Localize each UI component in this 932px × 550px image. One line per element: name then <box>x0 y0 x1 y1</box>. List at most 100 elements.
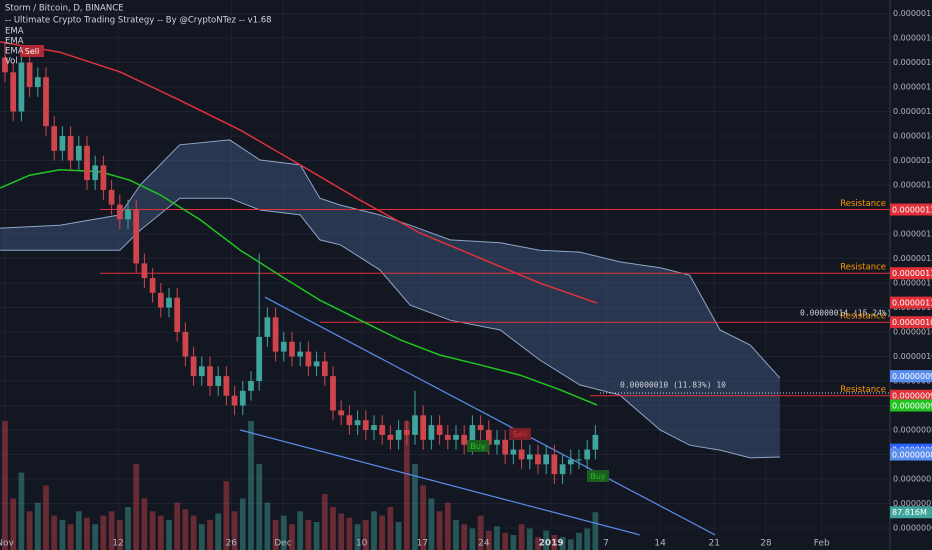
measures: 0.00000010 (11.83%) 10 0.00000014 (15.24… <box>600 309 901 394</box>
x-tick-label: Feb <box>814 539 830 549</box>
volume-bar <box>289 524 295 550</box>
candle-body <box>157 292 164 308</box>
signal-label: Sell <box>513 430 527 439</box>
x-tick-label: 12 <box>112 539 123 549</box>
volume-bar <box>67 524 74 550</box>
volume-bar <box>584 528 591 550</box>
candle-body <box>18 62 25 112</box>
volume-bar <box>321 494 328 550</box>
price-label-box <box>890 399 932 412</box>
candle-body <box>26 62 33 88</box>
volume-bar <box>395 522 402 550</box>
header: Storm / Bitcoin, D, BINANCE -- Ultimate … <box>5 4 272 67</box>
price-label-box <box>890 296 932 309</box>
volume-bar <box>239 498 246 550</box>
candle-body <box>362 420 369 431</box>
candle-body <box>453 434 459 440</box>
candle-body <box>108 189 115 205</box>
volume-bar <box>10 498 17 550</box>
resistance-text: Resistance <box>840 199 886 209</box>
candle-body <box>256 336 263 382</box>
resistance-text: Resistance <box>840 312 886 322</box>
ema-line <box>0 41 598 304</box>
candle-body <box>543 454 550 465</box>
signal-label: Sell <box>25 47 39 56</box>
volume-bar <box>420 485 427 550</box>
cloud-fill <box>0 139 780 458</box>
volume-bar <box>26 511 33 550</box>
candle-body <box>2 57 8 73</box>
volume-bar <box>543 530 550 550</box>
volume-bar <box>510 534 517 550</box>
candle-body <box>346 415 353 426</box>
x-tick-label: 21 <box>709 539 720 549</box>
volume-bar <box>108 511 115 550</box>
candle-body <box>280 341 287 352</box>
volume-bar <box>223 481 230 550</box>
volume-bar <box>362 519 369 550</box>
candle-body <box>379 425 386 435</box>
candle-body <box>305 351 312 367</box>
candle-body <box>207 366 213 386</box>
volume-bar <box>34 502 41 550</box>
candle-body <box>264 317 271 337</box>
volume-bar <box>2 421 8 550</box>
candle-body <box>100 165 107 190</box>
candle-body <box>477 425 484 431</box>
volume-bar <box>592 512 599 550</box>
indicator: EMA <box>5 27 24 37</box>
candle-body <box>395 430 402 440</box>
buy-badge <box>467 440 489 452</box>
candle-body <box>297 351 304 357</box>
candle-body <box>133 209 140 264</box>
candle-body <box>51 126 58 151</box>
y-tick-label: 0.00000145 <box>893 132 932 141</box>
candle-body <box>559 464 566 475</box>
resistance-price-box <box>890 203 932 216</box>
volume-bar <box>174 502 181 550</box>
volume-bar <box>125 507 131 550</box>
candle-body <box>190 356 197 377</box>
volume-bar <box>526 528 533 550</box>
x-tick-label: 24 <box>478 539 490 549</box>
volume-bar <box>412 464 418 550</box>
x-tick-label: 10 <box>356 539 368 549</box>
volume-bar <box>387 507 394 550</box>
candle-body <box>338 410 345 416</box>
signal-label: Buy <box>590 472 606 481</box>
volume-bar <box>182 509 189 550</box>
candle-body <box>34 77 41 88</box>
candle-body <box>67 136 74 161</box>
y-tick-label: 0.00000070 <box>893 499 932 508</box>
title: Storm / Bitcoin, D, BINANCE <box>5 4 124 14</box>
candle-body <box>526 454 533 460</box>
volume-bar <box>469 528 476 550</box>
resistance-price-box <box>890 389 932 402</box>
indicator: Vol <box>5 57 18 67</box>
price-label: 0.00000096 <box>892 372 932 381</box>
volume-bar <box>338 513 345 550</box>
candle-body <box>239 390 246 406</box>
candle-body <box>584 449 591 460</box>
x-tick-label: Dec <box>274 539 291 549</box>
candle-body <box>92 165 99 181</box>
plot: Resistance Resistance Resistance Resistance <box>0 0 890 550</box>
volume-bar <box>297 511 304 550</box>
volume-bar <box>313 522 320 550</box>
volume-bar <box>346 517 353 550</box>
candle-body <box>567 459 574 465</box>
candle-body <box>576 459 582 461</box>
y-tick-label: 0.00000075 <box>893 475 932 484</box>
candle-body <box>149 278 156 293</box>
volume-bar <box>305 519 312 550</box>
buy-badge <box>587 470 609 482</box>
resistance-price: 0.00000107 <box>892 318 932 327</box>
measure-label: 0.00000014 (15.24%) 1 <box>800 309 901 318</box>
candle-body <box>59 136 66 151</box>
indicator: EMA <box>5 37 24 47</box>
volume-bar <box>444 502 451 550</box>
candle-body <box>248 381 254 391</box>
volume-bar <box>576 532 582 550</box>
candle-body <box>289 341 295 357</box>
y-tick-label: 0.00000155 <box>893 83 932 92</box>
